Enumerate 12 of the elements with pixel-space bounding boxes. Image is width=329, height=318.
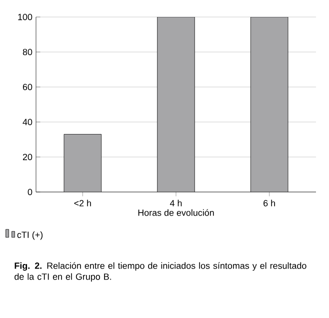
y-tick-label: 60 xyxy=(22,84,32,90)
y-tick-label: 0 xyxy=(28,188,32,196)
y-tick-label: 80 xyxy=(22,48,32,56)
x-tick-label: 4 h xyxy=(170,200,182,206)
y-tick-label: 40 xyxy=(22,118,32,126)
y-tick-label: 100 xyxy=(18,14,32,20)
x-axis-title: Horas de evolución xyxy=(138,209,214,216)
y-tick-label: 20 xyxy=(22,154,32,160)
x-tick-label: <2 h xyxy=(74,200,91,206)
text: Fig. 2. Relación entre el tiempo de iniciados los síntomas y el resultado de la cTI en el Grupo B. xyxy=(14,262,306,282)
x-tick-label: 6 h xyxy=(264,200,275,206)
legend-label: cTI (+) xyxy=(17,231,43,240)
